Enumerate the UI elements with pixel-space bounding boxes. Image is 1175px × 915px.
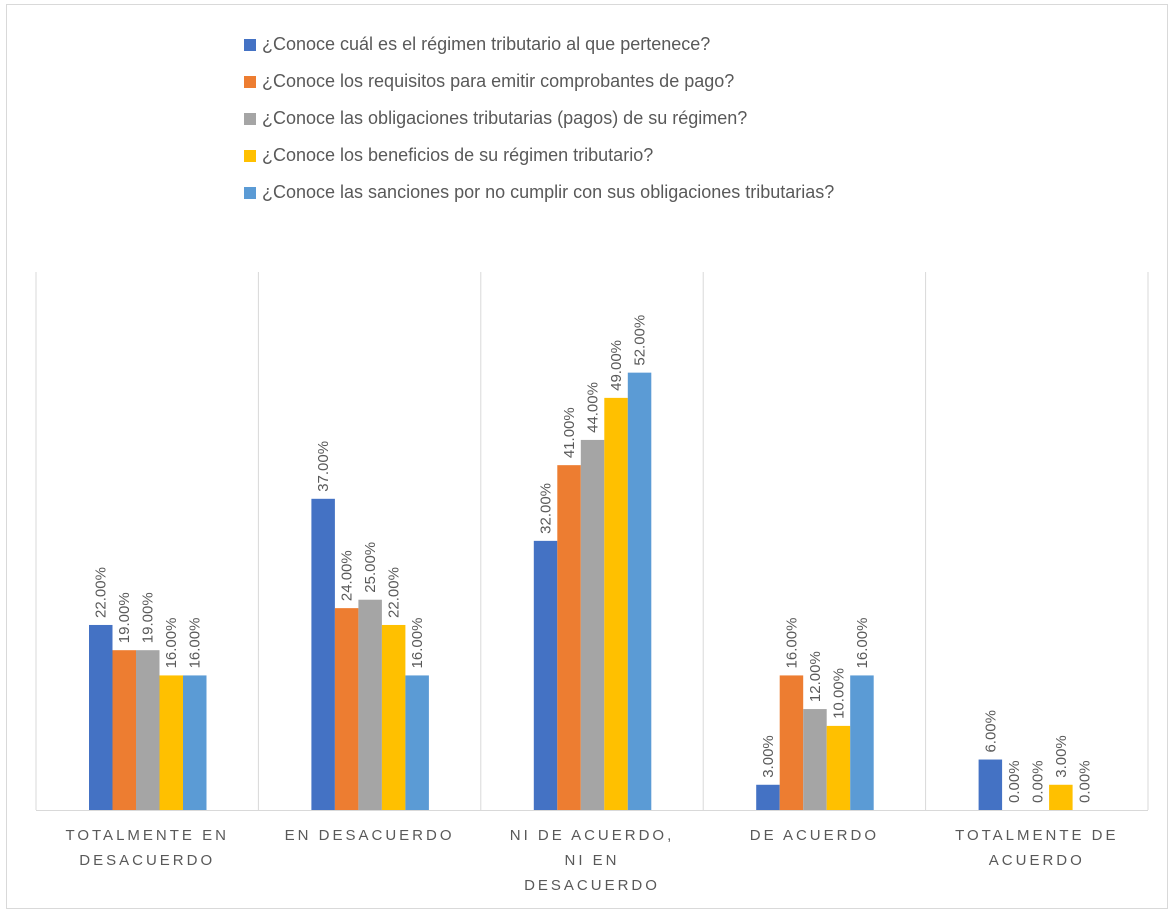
legend-label: ¿Conoce los beneficios de su régimen tri…: [262, 145, 654, 165]
bar: [627, 372, 652, 810]
x-tick-label: NI EN: [564, 852, 619, 869]
x-tick-label: TOTALMENTE EN: [65, 827, 228, 844]
legend-label: ¿Conoce cuál es el régimen tributario al…: [262, 34, 711, 54]
legend-label: ¿Conoce las obligaciones tributarias (pa…: [262, 108, 748, 128]
x-tick-label: NI DE ACUERDO,: [510, 827, 675, 844]
data-label: 19.00%: [140, 592, 157, 643]
x-tick-label: TOTALMENTE DE: [955, 827, 1118, 844]
bar: [136, 650, 160, 810]
data-label: 44.00%: [585, 382, 602, 433]
data-label: 12.00%: [807, 651, 824, 702]
legend-label: ¿Conoce las sanciones por no cumplir con…: [262, 182, 835, 202]
data-label: 24.00%: [339, 550, 356, 601]
data-label: 16.00%: [854, 618, 871, 669]
legend-item: ¿Conoce las sanciones por no cumplir con…: [244, 174, 834, 211]
bar: [803, 709, 827, 810]
bar: [334, 608, 359, 810]
data-label: 41.00%: [561, 407, 578, 458]
legend-swatch: [244, 75, 256, 88]
bar: [381, 624, 406, 810]
bar: [183, 675, 207, 810]
data-label: 0.00%: [1076, 760, 1093, 803]
data-label: 6.00%: [982, 710, 999, 753]
legend-item: ¿Conoce los requisitos para emitir compr…: [244, 63, 834, 100]
data-label: 52.00%: [632, 315, 649, 366]
legend-item: ¿Conoce los beneficios de su régimen tri…: [244, 137, 834, 174]
data-label: 3.00%: [760, 735, 777, 778]
legend-item: ¿Conoce las obligaciones tributarias (pa…: [244, 100, 834, 137]
bar: [557, 465, 581, 810]
data-label: 16.00%: [783, 618, 800, 669]
legend-label: ¿Conoce los requisitos para emitir compr…: [262, 71, 735, 91]
bar: [112, 650, 136, 810]
legend-swatch: [244, 186, 256, 199]
data-label: 49.00%: [608, 340, 625, 391]
data-label: 16.00%: [409, 618, 426, 669]
bar: [756, 784, 780, 810]
legend-swatch: [244, 38, 256, 51]
bar: [779, 675, 804, 810]
legend: ¿Conoce cuál es el régimen tributario al…: [244, 26, 834, 211]
x-tick-label: DE ACUERDO: [750, 827, 879, 844]
bar: [850, 675, 874, 810]
x-tick-label: EN DESACUERDO: [285, 827, 455, 844]
bar: [405, 675, 429, 810]
bar: [311, 498, 335, 810]
data-label: 25.00%: [362, 542, 379, 593]
data-label: 22.00%: [386, 567, 403, 618]
bar: [89, 624, 113, 810]
data-label: 0.00%: [1006, 760, 1023, 803]
data-label: 16.00%: [187, 618, 204, 669]
bar: [533, 540, 558, 810]
data-label: 10.00%: [830, 668, 847, 719]
data-label: 32.00%: [538, 483, 555, 534]
bar: [358, 599, 382, 810]
x-tick-label: DESACUERDO: [524, 877, 660, 894]
bar: [159, 675, 183, 810]
data-label: 0.00%: [1029, 760, 1046, 803]
legend-swatch: [244, 112, 256, 125]
data-label: 22.00%: [93, 567, 110, 618]
x-tick-label: ACUERDO: [989, 852, 1085, 869]
bar: [978, 759, 1003, 810]
bar: [1049, 784, 1073, 810]
bar: [580, 439, 605, 810]
bar: [826, 725, 851, 810]
x-tick-label: DESACUERDO: [79, 852, 215, 869]
data-label: 16.00%: [163, 618, 180, 669]
data-label: 37.00%: [315, 441, 332, 492]
data-label: 3.00%: [1053, 735, 1070, 778]
bar: [604, 397, 628, 810]
legend-item: ¿Conoce cuál es el régimen tributario al…: [244, 26, 834, 63]
legend-swatch: [244, 149, 256, 162]
data-label: 19.00%: [116, 592, 133, 643]
